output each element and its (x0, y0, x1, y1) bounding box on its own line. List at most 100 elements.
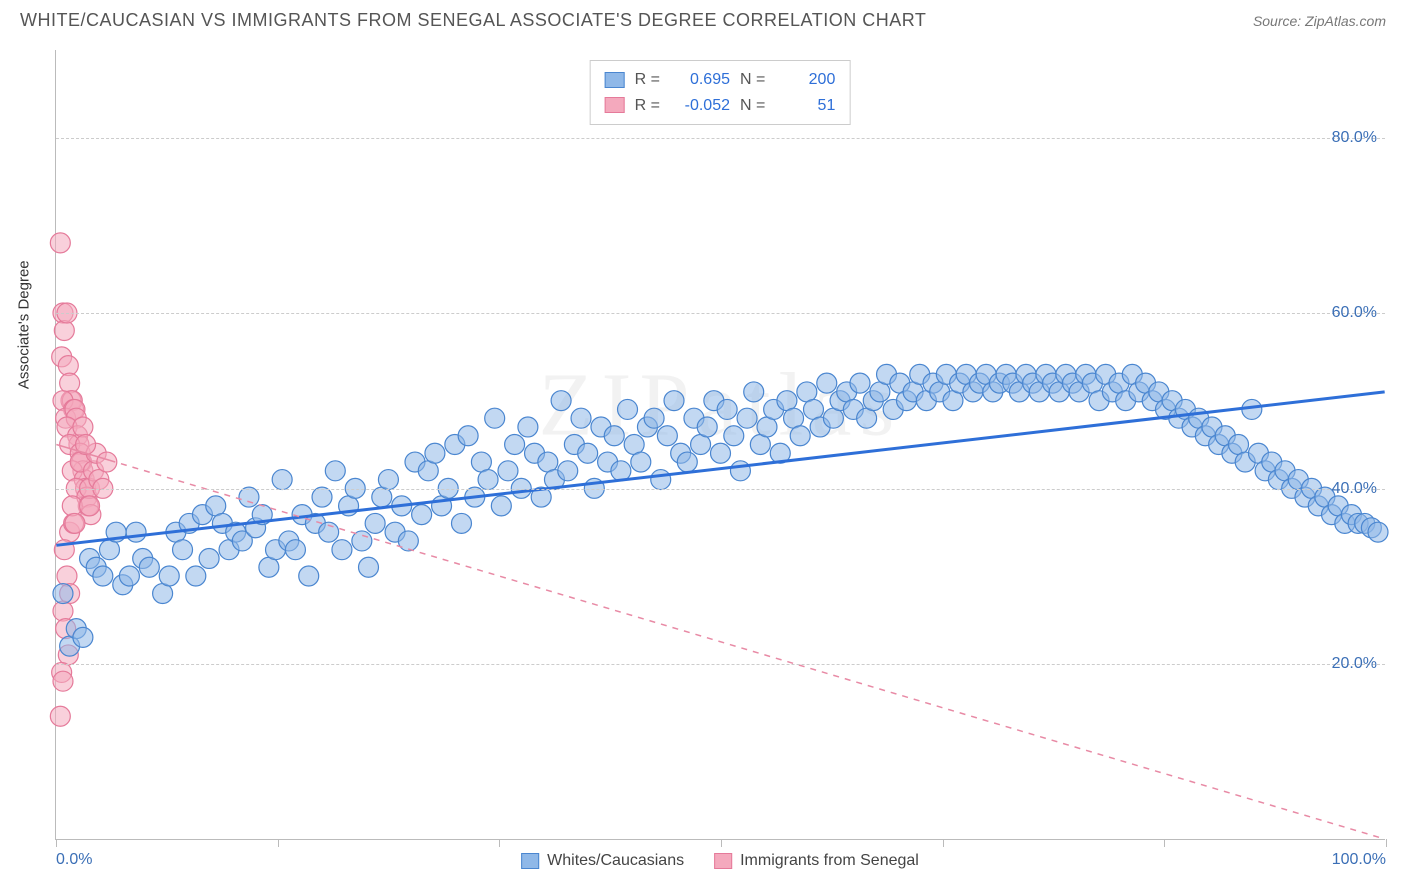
legend-swatch-pink (605, 97, 625, 113)
x-tick (278, 839, 279, 847)
x-tick (56, 839, 57, 847)
legend-bottom-label-1: Whites/Caucasians (547, 852, 684, 870)
data-point (485, 408, 505, 428)
data-point (711, 443, 731, 463)
data-point (53, 671, 73, 691)
data-point (717, 399, 737, 419)
data-point (378, 470, 398, 490)
gridline (56, 313, 1385, 314)
data-point (604, 426, 624, 446)
legend-top-row-1: R = 0.695 N = 200 (605, 67, 836, 93)
data-point (73, 627, 93, 647)
data-point (644, 408, 664, 428)
data-point (498, 461, 518, 481)
n-value-2: 51 (775, 93, 835, 119)
legend-bottom-item-2: Immigrants from Senegal (714, 852, 919, 870)
data-point (518, 417, 538, 437)
data-point (551, 391, 571, 411)
data-point (272, 470, 292, 490)
data-point (65, 513, 85, 533)
plot-area: ZIPatlas Associate's Degree 20.0%40.0%60… (55, 50, 1385, 840)
data-point (186, 566, 206, 586)
data-point (285, 540, 305, 560)
data-point (53, 584, 73, 604)
y-tick-label: 60.0% (1332, 304, 1377, 322)
data-point (491, 496, 511, 516)
data-point (664, 391, 684, 411)
n-label: N = (740, 67, 765, 93)
data-point (312, 487, 332, 507)
data-point (697, 417, 717, 437)
data-point (651, 470, 671, 490)
y-tick-label: 20.0% (1332, 655, 1377, 673)
legend-top: R = 0.695 N = 200 R = -0.052 N = 51 (590, 60, 851, 125)
data-point (299, 566, 319, 586)
y-tick-label: 80.0% (1332, 129, 1377, 147)
data-point (677, 452, 697, 472)
data-point (730, 461, 750, 481)
data-point (558, 461, 578, 481)
legend-swatch-blue (605, 72, 625, 88)
data-point (618, 399, 638, 419)
data-point (139, 557, 159, 577)
data-point (173, 540, 193, 560)
data-point (744, 382, 764, 402)
gridline (56, 489, 1385, 490)
data-point (119, 566, 139, 586)
data-point (239, 487, 259, 507)
source-attribution: Source: ZipAtlas.com (1253, 13, 1386, 29)
legend-bottom-swatch-pink (714, 853, 732, 869)
data-point (50, 706, 70, 726)
legend-bottom: Whites/Caucasians Immigrants from Senega… (521, 852, 919, 870)
data-point (631, 452, 651, 472)
data-point (93, 566, 113, 586)
scatter-svg (56, 50, 1385, 839)
legend-top-row-2: R = -0.052 N = 51 (605, 93, 836, 119)
data-point (458, 426, 478, 446)
chart-container: ZIPatlas Associate's Degree 20.0%40.0%60… (55, 50, 1385, 840)
x-tick (1386, 839, 1387, 847)
data-point (578, 443, 598, 463)
data-point (505, 435, 525, 455)
data-point (365, 513, 385, 533)
header: WHITE/CAUCASIAN VS IMMIGRANTS FROM SENEG… (0, 0, 1406, 31)
data-point (50, 233, 70, 253)
data-point (58, 356, 78, 376)
data-point (359, 557, 379, 577)
data-point (352, 531, 372, 551)
legend-bottom-item-1: Whites/Caucasians (521, 852, 684, 870)
data-point (425, 443, 445, 463)
x-tick (721, 839, 722, 847)
r-value-1: 0.695 (670, 67, 730, 93)
data-point (73, 417, 93, 437)
legend-bottom-swatch-blue (521, 853, 539, 869)
n-label-2: N = (740, 93, 765, 119)
x-tick (499, 839, 500, 847)
data-point (790, 426, 810, 446)
r-value-2: -0.052 (670, 93, 730, 119)
data-point (571, 408, 591, 428)
data-point (451, 513, 471, 533)
n-value-1: 200 (775, 67, 835, 93)
r-label: R = (635, 67, 660, 93)
data-point (159, 566, 179, 586)
x-tick (1164, 839, 1165, 847)
data-point (850, 373, 870, 393)
gridline (56, 664, 1385, 665)
data-point (737, 408, 757, 428)
data-point (398, 531, 418, 551)
data-point (478, 470, 498, 490)
x-tick-label: 0.0% (56, 851, 92, 869)
data-point (611, 461, 631, 481)
data-point (657, 426, 677, 446)
data-point (57, 566, 77, 586)
r-label-2: R = (635, 93, 660, 119)
gridline (56, 138, 1385, 139)
data-point (199, 548, 219, 568)
data-point (80, 496, 100, 516)
chart-title: WHITE/CAUCASIAN VS IMMIGRANTS FROM SENEG… (20, 10, 926, 31)
data-point (54, 321, 74, 341)
x-tick (943, 839, 944, 847)
data-point (412, 505, 432, 525)
data-point (724, 426, 744, 446)
